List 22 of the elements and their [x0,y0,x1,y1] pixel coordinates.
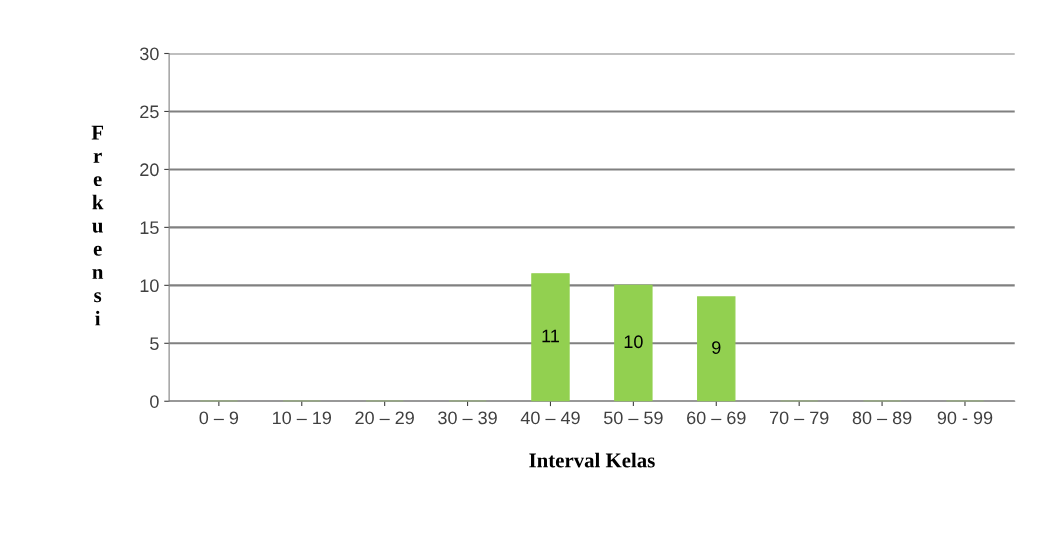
x-tick-label: 20 – 29 [355,411,414,425]
x-tick-label: 30 – 39 [438,411,497,425]
x-tick-label: 50 – 59 [603,411,663,425]
x-tick-label: 0 – 9 [199,411,239,425]
x-tick-label: 40 – 49 [520,411,580,425]
data-label: 11 [542,329,559,343]
y-tick-label: 15 [140,221,159,235]
y-tick-label: 5 [150,337,159,351]
y-tick-label: 25 [140,105,159,119]
data-label: 9 [712,341,721,354]
x-tick-label: 80 – 89 [852,411,912,425]
data-label: 10 [624,335,643,349]
y-tick-label: 10 [140,279,159,293]
x-axis-title: Interval Kelas [529,452,655,468]
y-tick-label: 20 [140,163,159,177]
x-tick-label: 90 - 99 [937,411,993,425]
x-tick-label: 60 – 69 [687,411,746,425]
text: Frekuensi [91,125,104,326]
y-tick-label: 30 [140,47,159,61]
x-tick-label: 70 – 79 [769,411,829,425]
y-tick-label: 0 [150,395,159,408]
x-tick-label: 10 – 19 [273,411,332,425]
